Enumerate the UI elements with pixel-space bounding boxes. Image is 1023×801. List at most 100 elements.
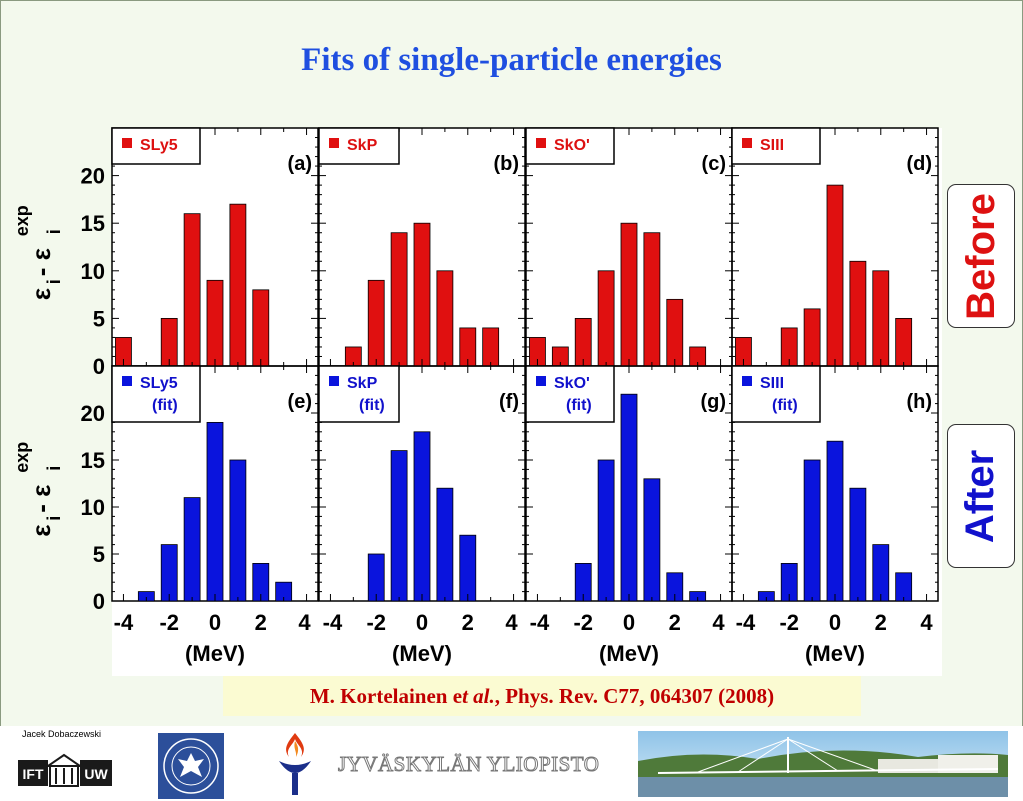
- panel-label: (g): [700, 391, 726, 413]
- citation-post: , Phys. Rev. C77, 064307 (2008): [494, 683, 775, 708]
- x-axis-label: (MeV): [185, 641, 245, 666]
- bar: [849, 487, 867, 602]
- svg-text:IFT: IFT: [23, 766, 44, 782]
- x-tick-label: -4: [736, 610, 756, 635]
- after-label: After: [958, 449, 1003, 543]
- x-tick-label: 0: [829, 610, 841, 635]
- panel-label: (b): [493, 153, 519, 175]
- bar: [436, 270, 454, 367]
- legend-box: [111, 365, 201, 423]
- x-tick-label: 0: [623, 610, 635, 635]
- bar: [413, 222, 431, 367]
- x-axis-label: (MeV): [599, 641, 659, 666]
- bar: [666, 298, 684, 367]
- legend-swatch: [742, 138, 752, 148]
- y-label-minus-epsilon: - ε: [26, 248, 56, 276]
- bar: [826, 440, 844, 602]
- legend-swatch: [329, 376, 339, 386]
- legend-swatch: [329, 138, 339, 148]
- x-tick-label: 2: [875, 610, 887, 635]
- legend-label: SIII: [760, 137, 784, 154]
- y-label-sup: exp: [12, 205, 32, 236]
- bar: [390, 232, 408, 367]
- ift-uw-logo: IFT UW: [12, 750, 118, 792]
- x-tick-label: 4: [712, 610, 725, 635]
- before-label: Before: [958, 192, 1003, 320]
- legend-sublabel: (fit): [359, 397, 385, 414]
- legend-swatch: [122, 138, 132, 148]
- legend-sublabel: (fit): [566, 397, 592, 414]
- author-name: Jacek Dobaczewski: [22, 729, 102, 739]
- x-tick-label: 4: [920, 610, 933, 635]
- y-label-sub: i: [44, 279, 64, 284]
- x-tick-label: 4: [505, 610, 518, 635]
- x-tick-label: -2: [366, 610, 386, 635]
- panel-label: (h): [906, 391, 932, 413]
- legend-swatch: [536, 376, 546, 386]
- y-label-sub: i: [44, 466, 64, 471]
- legend-label: SLy5: [140, 375, 178, 392]
- university-name: JYVÄSKYLÄN YLIOPISTO: [337, 752, 600, 777]
- bar: [436, 487, 454, 602]
- bar: [643, 232, 661, 367]
- x-tick-label: -4: [323, 610, 343, 635]
- bar: [229, 203, 247, 367]
- page-title: Fits of single-particle energies: [301, 42, 722, 78]
- legend-sublabel: (fit): [772, 397, 798, 414]
- after-label-box: After: [947, 424, 1015, 568]
- bar: [206, 279, 224, 367]
- x-tick-label: -2: [779, 610, 799, 635]
- bar: [367, 279, 385, 367]
- x-tick-label: 2: [462, 610, 474, 635]
- y-tick-label: 20: [81, 401, 105, 426]
- legend-box: [525, 365, 615, 423]
- y-label-sub: i: [44, 516, 64, 521]
- y-label-minus-epsilon: - ε: [26, 485, 56, 513]
- x-axis-label: (MeV): [805, 641, 865, 666]
- y-tick-label: 10: [81, 495, 105, 520]
- legend-label: SLy5: [140, 137, 178, 154]
- footer-bar: Jacek Dobaczewski IFT UW JYVÄSKYLÄN YLIO…: [0, 726, 1023, 801]
- legend-swatch: [122, 376, 132, 386]
- x-tick-label: 4: [298, 610, 311, 635]
- legend-box: [318, 365, 400, 423]
- y-label-sub: i: [44, 229, 64, 234]
- torch-logo: [279, 733, 311, 795]
- panel-label: (d): [906, 153, 932, 175]
- bar: [160, 317, 178, 367]
- x-axis-label: (MeV): [392, 641, 452, 666]
- bar: [229, 459, 247, 602]
- legend-swatch: [536, 138, 546, 148]
- y-tick-label: 0: [93, 589, 105, 614]
- legend-swatch: [742, 376, 752, 386]
- y-label-epsilon: ε: [26, 524, 56, 536]
- legend-label: SIII: [760, 375, 784, 392]
- panel-label: (e): [288, 391, 312, 413]
- x-tick-label: 2: [255, 610, 267, 635]
- y-tick-label: 20: [81, 164, 105, 189]
- bar: [849, 260, 867, 367]
- panel-label: (a): [288, 153, 312, 175]
- bar: [482, 327, 500, 367]
- bar: [895, 572, 913, 602]
- y-tick-label: 15: [81, 448, 105, 473]
- bar: [206, 421, 224, 602]
- bar: [643, 478, 661, 602]
- y-tick-label: 10: [81, 259, 105, 284]
- legend-label: SkO': [554, 137, 590, 154]
- bar: [367, 553, 385, 602]
- bar: [459, 534, 477, 602]
- bar: [826, 184, 844, 367]
- university-seal-logo: [158, 733, 224, 799]
- svg-text:UW: UW: [84, 766, 108, 782]
- citation-pre: M. Kortelainen e: [309, 683, 463, 708]
- bar: [390, 450, 408, 602]
- legend-label: SkO': [554, 375, 590, 392]
- bar: [872, 270, 890, 367]
- x-tick-label: -4: [114, 610, 134, 635]
- x-tick-label: -4: [530, 610, 550, 635]
